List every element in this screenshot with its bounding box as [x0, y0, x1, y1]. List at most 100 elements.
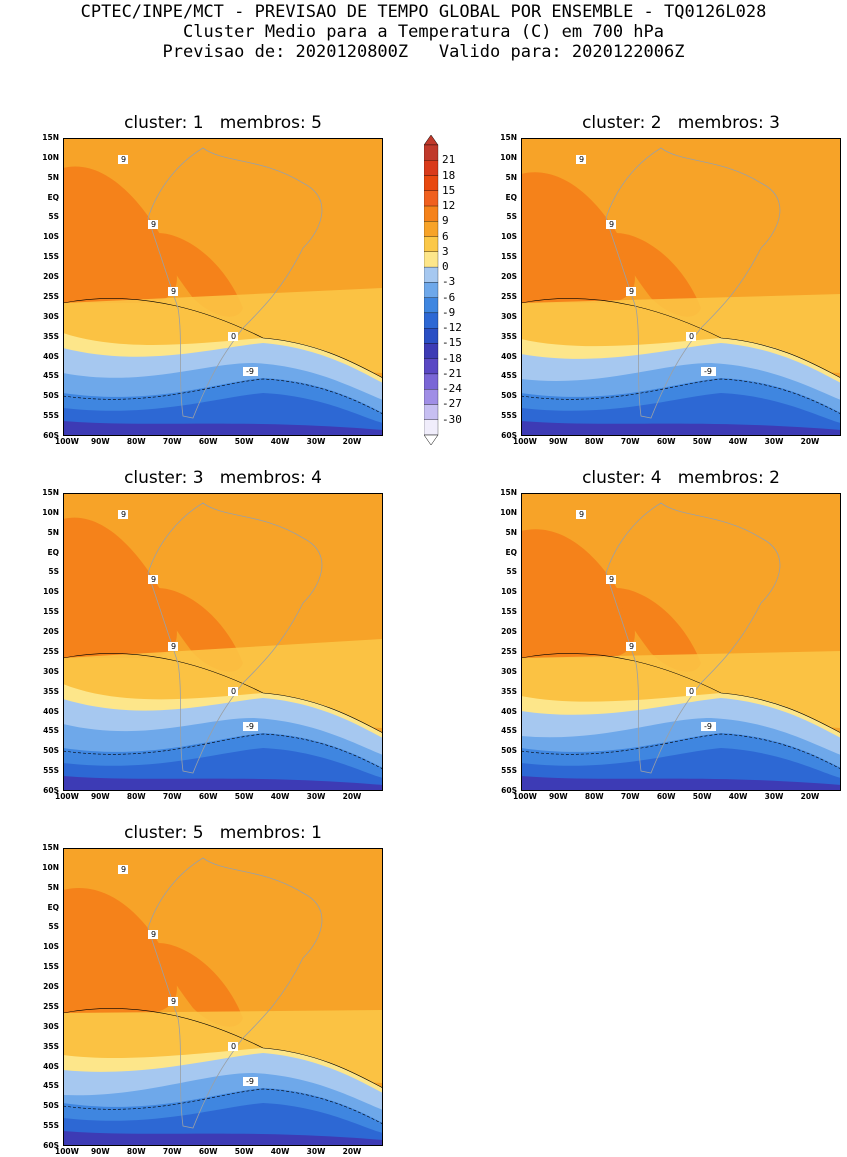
lon-label: 40W	[270, 437, 290, 446]
lat-label: 55S	[43, 1121, 59, 1131]
lat-label: 10N	[42, 507, 59, 517]
panel-title: cluster: 1 membros: 5	[124, 113, 322, 133]
lat-label: 40S	[43, 1061, 59, 1071]
colorbar-level-label: -3	[442, 275, 456, 289]
colorbar-swatch	[423, 236, 439, 252]
colorbar-swatch	[423, 160, 439, 176]
lat-label: 15S	[43, 962, 59, 972]
band-9-12	[521, 529, 635, 658]
map-frame	[521, 493, 841, 791]
lat-label: 5N	[505, 527, 518, 537]
lat-label: 10S	[43, 587, 59, 597]
lat-label: 60S	[43, 1141, 59, 1150]
contour-label: 9	[609, 220, 614, 229]
lat-label: 50S	[501, 746, 517, 756]
lat-label: 60S	[501, 431, 517, 440]
colorbar-level-label: 0	[442, 260, 449, 274]
lon-label: 80W	[126, 437, 146, 446]
lat-label: 25S	[43, 646, 59, 656]
colorbar-swatch	[423, 373, 439, 390]
lat-label: 30S	[43, 666, 59, 676]
lon-label: 40W	[270, 792, 290, 801]
coastline	[605, 502, 781, 774]
lon-label: 60W	[198, 1147, 218, 1156]
lat-label: 5N	[47, 882, 60, 892]
lon-label: 30W	[306, 1147, 326, 1156]
lat-label: 45S	[43, 1081, 59, 1091]
lat-label: 50S	[501, 391, 517, 401]
lon-label: 50W	[692, 437, 712, 446]
lat-label: 35S	[43, 1041, 59, 1051]
contour-label-box	[626, 642, 636, 651]
lat-label: 5S	[506, 567, 517, 577]
band-9-12	[63, 517, 177, 658]
lon-label: 30W	[764, 437, 784, 446]
contour-label-box	[701, 367, 716, 376]
lon-label: 30W	[306, 792, 326, 801]
colorbar-level-label: 6	[442, 229, 449, 243]
contour-label: 9	[629, 642, 634, 651]
contour-label-box	[626, 287, 636, 296]
contour-label-box	[243, 722, 258, 731]
contour-0	[63, 298, 383, 379]
lon-label: 20W	[800, 437, 820, 446]
lon-label: 80W	[584, 437, 604, 446]
contour-label-box	[576, 155, 586, 164]
lon-label: 30W	[764, 792, 784, 801]
lon-label: 90W	[548, 792, 568, 801]
contour-label: -9	[704, 722, 712, 731]
map-frame	[63, 848, 383, 1146]
band-neg18-neg15	[521, 421, 841, 436]
colorbar-level-label: -30	[442, 412, 462, 426]
map-frame	[63, 138, 383, 436]
lon-label: 20W	[342, 437, 362, 446]
lat-label: 20S	[43, 982, 59, 992]
lon-label: 100W	[55, 1147, 79, 1156]
lon-label: 60W	[198, 437, 218, 446]
lon-label: 20W	[800, 792, 820, 801]
band-9-12-inland	[616, 233, 701, 317]
lat-label: 55S	[501, 411, 517, 421]
map-frame	[63, 493, 383, 791]
lat-label: 40S	[501, 706, 517, 716]
map-frame	[521, 138, 841, 436]
colorbar-level-label: 12	[442, 199, 456, 213]
contour-label: 0	[231, 687, 236, 696]
contour-0	[521, 298, 841, 379]
temperature-map: 9 9 9 0 -9	[521, 138, 841, 436]
colorbar-swatch	[423, 328, 439, 344]
contour-label-box	[148, 220, 158, 229]
colorbar-swatch	[423, 282, 439, 298]
lat-label: 45S	[501, 371, 517, 381]
contour-label-box	[243, 1077, 258, 1086]
lat-label: 15S	[43, 252, 59, 262]
contour-label: -9	[246, 367, 254, 376]
lat-label: 10S	[501, 232, 517, 242]
contour-neg9	[521, 378, 841, 415]
lat-label: 20S	[43, 627, 59, 637]
lat-label: 45S	[43, 371, 59, 381]
lon-label: 20W	[342, 792, 362, 801]
contour-label-box	[228, 332, 238, 341]
colorbar-swatch	[423, 175, 439, 191]
contour-label: 9	[151, 930, 156, 939]
lat-label: 35S	[43, 686, 59, 696]
lat-label: 15N	[500, 488, 517, 497]
contour-label-box	[686, 332, 696, 341]
header-title-line1: CPTEC/INPE/MCT - PREVISAO DE TEMPO GLOBA…	[80, 2, 767, 22]
colorbar-level-label: -24	[442, 382, 462, 396]
lat-label: 10S	[43, 232, 59, 242]
lat-label: 10S	[43, 942, 59, 952]
contour-label-box	[606, 575, 616, 584]
panel-title: cluster: 5 membros: 1	[124, 823, 322, 843]
contour-label: 9	[121, 155, 126, 164]
colorbar-swatch	[423, 221, 439, 237]
lon-label: 90W	[90, 1147, 110, 1156]
lat-label: 60S	[501, 786, 517, 795]
contour-label: 0	[231, 1042, 236, 1051]
contour-label: 0	[689, 687, 694, 696]
contour-label-box	[228, 1042, 238, 1051]
colorbar-level-label: -9	[442, 305, 456, 319]
lat-label: 30S	[501, 666, 517, 676]
lat-label: 35S	[43, 331, 59, 341]
